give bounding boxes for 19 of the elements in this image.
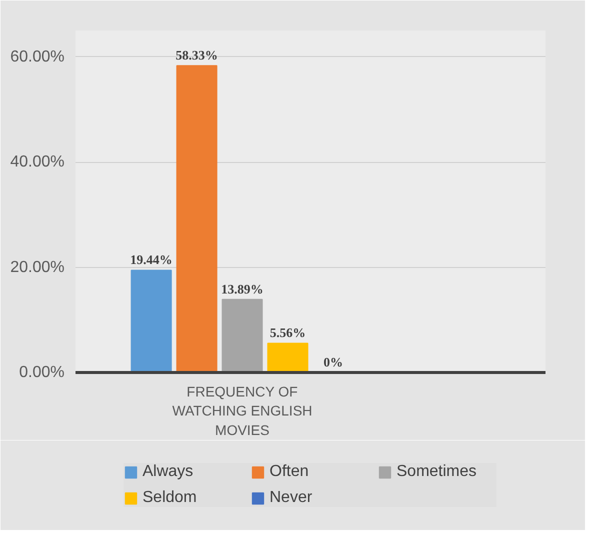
bar: [130, 270, 172, 372]
legend-label: Seldom: [142, 489, 198, 507]
y-tick-label: 0.00%: [19, 364, 65, 381]
bar: [267, 342, 308, 372]
y-tick-label: 20.00%: [10, 258, 64, 276]
x-tick-label: FREQUENCY OF WATCHING ENGLISH MOVIES: [172, 384, 312, 438]
data-label: 5.56%: [270, 325, 306, 340]
legend-label: Sometimes: [396, 463, 478, 481]
data-label: 19.44%: [130, 252, 172, 268]
data-label: 0%: [323, 354, 343, 370]
y-tick-label: 60.00%: [10, 48, 64, 66]
data-label: 58.33%: [176, 48, 218, 63]
legend-label: Never: [270, 489, 314, 507]
legend-label: Always: [142, 463, 194, 481]
bar: [222, 298, 263, 372]
bar: [176, 65, 218, 372]
legend-label: Often: [270, 463, 310, 481]
data-label: 13.89%: [221, 281, 264, 296]
y-tick-label: 40.00%: [10, 154, 64, 171]
